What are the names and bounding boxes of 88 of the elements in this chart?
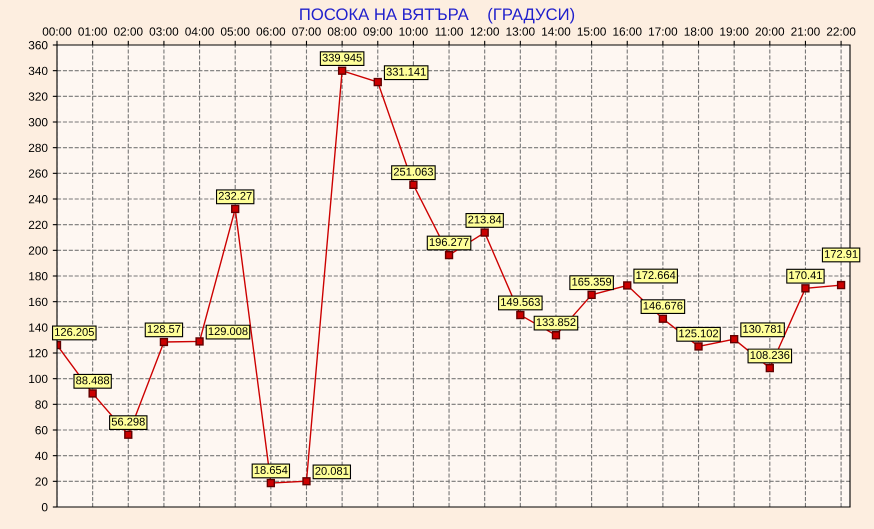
data-label: 128.57 [148,324,180,333]
x-tick-label: 15:00 [578,27,606,36]
point [516,310,524,320]
point [801,284,810,292]
point [409,180,418,189]
y-tick-label: 160 [29,298,48,306]
data-label: 172.664 [636,271,676,280]
y-tick-label: 140 [29,323,48,332]
data-label: 88.488 [76,376,110,384]
y-tick-label: 100 [29,374,48,384]
y-tick-label: 320 [28,92,48,101]
point [124,430,132,439]
data-label: 129.008 [208,327,248,336]
point [444,250,454,260]
x-tick-label: 14:00 [542,27,570,36]
y-tick-label: 340 [28,66,48,76]
data-label: 146.676 [644,302,682,310]
x-tick-label: 13:00 [506,27,535,36]
point [766,364,774,372]
x-tick-label: 17:00 [649,27,678,36]
point [623,281,632,290]
y-tick-label: 360 [28,41,48,50]
x-tick-label: 04:00 [185,27,214,36]
x-tick-label: 07:00 [292,27,321,36]
data-label: 170.41 [789,271,822,280]
y-tick-label: 80 [35,400,48,409]
x-tick-label: 01:00 [78,27,107,36]
x-tick-label: 22:00 [826,27,856,36]
y-tick-label: 0 [42,503,48,512]
x-tick-label: 18:00 [684,27,713,36]
y-tick-label: 40 [35,452,48,460]
data-label: 165.359 [572,278,612,286]
x-tick-label: 06:00 [256,27,286,36]
data-label: 108.236 [750,351,790,359]
y-tick-label: 180 [29,272,48,280]
point [836,280,846,290]
point [160,338,168,346]
point [480,228,489,237]
x-tick-label: 19:00 [720,27,748,36]
y-tick-label: 20 [35,477,48,486]
y-tick-label: 120 [29,349,48,358]
x-tick-label: 16:00 [613,27,642,36]
data-label: 213.84 [468,216,502,224]
point [658,314,668,323]
data-label: 172.91 [824,250,858,258]
y-tick-label: 300 [28,118,48,126]
data-label: 149.563 [501,298,540,306]
x-tick-label: 20:00 [756,27,784,36]
y-tick-label: 280 [28,144,48,152]
x-tick-label: 10:00 [400,27,428,36]
point [266,478,276,488]
data-label: 130.781 [743,324,782,333]
point [694,342,703,351]
x-tick-label: 02:00 [114,27,143,36]
data-label: 339.945 [322,54,362,62]
y-tick-label: 200 [28,246,48,255]
point [195,337,204,346]
point [730,334,738,344]
chart-title: ПОСОКА НА ВЯТЪРА (ГРАДУСИ) [300,8,574,24]
point [338,66,346,75]
point [374,78,382,86]
point [587,290,596,299]
data-label: 251.063 [394,168,433,176]
x-tick-label: 12:00 [470,27,499,36]
data-label: 56.298 [112,418,145,426]
x-tick-label: 08:00 [328,27,356,36]
point [88,389,97,398]
y-tick-label: 220 [28,220,48,230]
data-label: 196.277 [430,238,469,246]
x-tick-label: 21:00 [791,27,820,36]
y-tick-label: 260 [28,169,48,178]
point [231,204,240,214]
data-label: 126.205 [55,328,94,336]
x-tick-label: 03:00 [150,27,178,36]
y-tick-label: 240 [28,195,48,204]
x-tick-label: 05:00 [220,27,250,36]
point [552,331,560,340]
data-label: 18.654 [254,466,288,474]
x-tick-label: 11:00 [436,27,463,36]
x-tick-label: 00:00 [42,27,72,36]
data-label: 232.27 [218,192,252,200]
data-label: 133.852 [536,318,576,326]
data-label: 125.102 [679,329,718,338]
x-tick-label: 09:00 [363,27,392,36]
y-tick-label: 60 [35,426,48,434]
data-label: 331.141 [386,68,426,76]
data-label: 20.081 [315,467,348,475]
point [302,477,311,486]
